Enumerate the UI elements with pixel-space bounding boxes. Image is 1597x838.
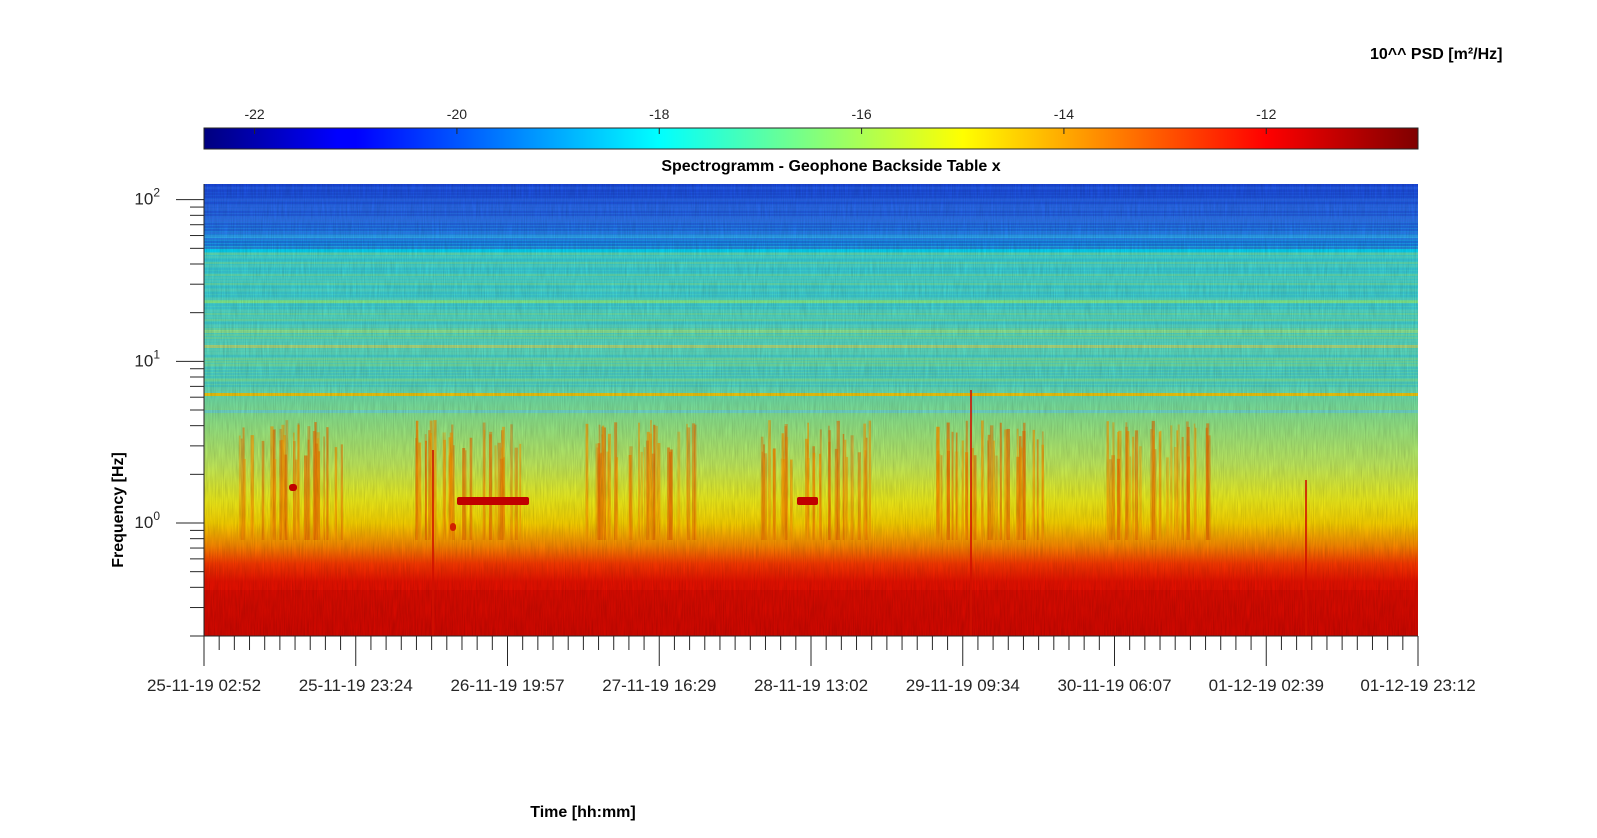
x-tick-label: 26-11-19 19:57 — [450, 676, 564, 695]
colorbar-tick-label: -14 — [1054, 106, 1074, 122]
x-tick-label: 28-11-19 13:02 — [754, 676, 868, 695]
x-axis-ticks: 25-11-19 02:52 25-11-19 23:24 26-11-19 19:… — [147, 636, 1476, 695]
transient-events — [289, 390, 1307, 636]
x-tick-label: 01-12-19 02:39 — [1209, 676, 1324, 695]
axes: 100 101 102 25-11-19 02:52 25-11-19 23:24 26… — [134, 184, 1476, 695]
colorbar-tick-label: -16 — [851, 106, 871, 122]
y-axis-label: Frequency [Hz] — [110, 452, 127, 568]
colorbar-tick-label: -12 — [1256, 106, 1276, 122]
spectrogram-image — [204, 184, 1418, 636]
y-tick-label: 100 — [134, 509, 160, 532]
x-tick-label: 30-11-19 06:07 — [1057, 676, 1171, 695]
x-tick-label: 01-12-19 23:12 — [1360, 676, 1475, 695]
chart-title: Spectrogramm - Geophone Backside Table x — [661, 158, 1001, 175]
y-tick-label: 101 — [134, 347, 160, 370]
colorbar-tick-label: -18 — [649, 106, 669, 122]
x-tick-label: 29-11-19 09:34 — [906, 676, 1020, 695]
colorbar-gradient — [203, 127, 1419, 150]
x-tick-label: 25-11-19 02:52 — [147, 676, 261, 695]
colorbar-tick-label: -20 — [447, 106, 467, 122]
x-tick-label: 25-11-19 23:24 — [299, 676, 413, 695]
colorbar-title: 10^^ PSD [m²/Hz] — [1370, 46, 1503, 63]
y-axis-ticks: 100 101 102 — [134, 186, 204, 637]
colorbar-ticks: -22 -20 -18 -16 -14 -12 — [244, 106, 1277, 134]
x-tick-label: 27-11-19 16:29 — [602, 676, 716, 695]
x-axis-label: Time [hh:mm] — [530, 804, 636, 821]
colorbar: -22 -20 -18 -16 -14 -12 — [203, 106, 1419, 150]
colorbar-tick-label: -22 — [244, 106, 264, 122]
y-tick-label: 102 — [134, 186, 160, 209]
